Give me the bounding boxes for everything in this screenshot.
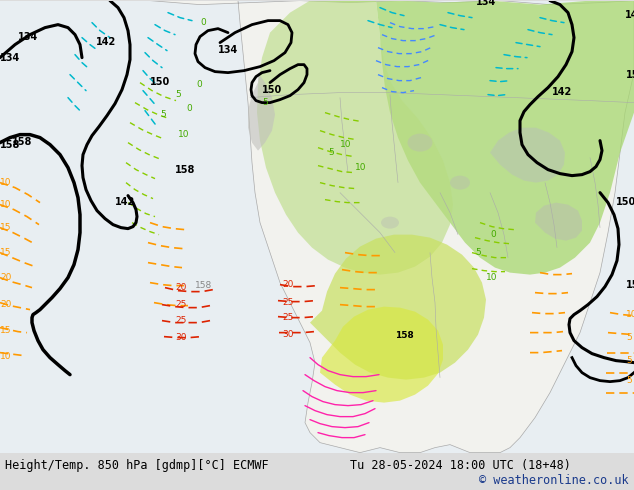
Text: 10: 10	[486, 273, 498, 282]
Text: 25: 25	[282, 313, 294, 322]
Text: 20: 20	[0, 273, 11, 282]
Ellipse shape	[450, 175, 470, 190]
Text: 134: 134	[218, 45, 238, 54]
Text: Height/Temp. 850 hPa [gdmp][°C] ECMWF: Height/Temp. 850 hPa [gdmp][°C] ECMWF	[5, 459, 269, 472]
Text: 0: 0	[196, 80, 202, 89]
Polygon shape	[310, 235, 486, 380]
Text: 30: 30	[175, 333, 186, 342]
Text: 142: 142	[115, 196, 135, 207]
Text: 142: 142	[625, 10, 634, 20]
Text: 0: 0	[186, 104, 191, 113]
Ellipse shape	[408, 134, 432, 151]
Text: 134: 134	[0, 52, 20, 63]
Text: 30: 30	[282, 330, 294, 339]
Text: 5: 5	[160, 110, 165, 119]
Text: 134: 134	[18, 32, 38, 42]
Polygon shape	[248, 73, 275, 150]
Text: 158: 158	[175, 165, 195, 174]
Polygon shape	[320, 307, 443, 403]
Polygon shape	[490, 127, 565, 183]
Text: 25: 25	[175, 316, 186, 325]
Text: 10: 10	[626, 310, 634, 319]
Text: 5: 5	[626, 333, 631, 342]
Polygon shape	[535, 203, 582, 241]
Text: 0: 0	[200, 18, 206, 27]
Text: 10: 10	[178, 130, 190, 139]
Text: 142: 142	[96, 37, 116, 47]
Text: 158: 158	[395, 331, 414, 340]
Text: 150: 150	[616, 196, 634, 207]
Text: 15: 15	[0, 326, 11, 335]
Text: 20: 20	[175, 283, 186, 292]
Text: 158: 158	[195, 281, 212, 290]
Text: 158: 158	[12, 137, 32, 147]
Text: Tu 28-05-2024 18:00 UTC (18+48): Tu 28-05-2024 18:00 UTC (18+48)	[350, 459, 571, 472]
Polygon shape	[150, 0, 634, 453]
Polygon shape	[257, 0, 453, 274]
Ellipse shape	[381, 217, 399, 229]
Text: 5: 5	[475, 248, 481, 257]
Text: 10: 10	[355, 163, 366, 172]
Text: 15: 15	[0, 223, 11, 232]
Text: 158: 158	[0, 140, 20, 149]
Text: 5: 5	[175, 90, 181, 99]
Text: 10: 10	[340, 140, 351, 149]
Text: 134: 134	[476, 0, 496, 7]
Text: 10: 10	[0, 352, 11, 361]
Text: 142: 142	[552, 87, 573, 97]
Text: 20: 20	[282, 280, 294, 289]
Text: 150: 150	[626, 70, 634, 79]
Text: 5: 5	[626, 376, 631, 385]
Text: 10: 10	[0, 200, 11, 209]
Text: 0: 0	[490, 230, 496, 239]
Text: 150: 150	[150, 76, 171, 87]
Text: 5: 5	[328, 148, 333, 157]
Polygon shape	[310, 0, 634, 274]
Text: 15: 15	[0, 248, 11, 257]
Text: 20: 20	[0, 300, 11, 309]
Text: 5: 5	[262, 98, 268, 107]
Text: 10: 10	[0, 178, 11, 187]
Text: © weatheronline.co.uk: © weatheronline.co.uk	[479, 473, 629, 487]
Text: 150: 150	[262, 85, 282, 95]
Text: 158: 158	[626, 280, 634, 290]
Text: 25: 25	[282, 298, 294, 307]
Text: 5: 5	[626, 356, 631, 365]
Text: 25: 25	[175, 300, 186, 309]
